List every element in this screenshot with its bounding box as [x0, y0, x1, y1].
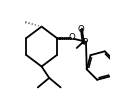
- Text: P: P: [82, 38, 87, 47]
- Text: O: O: [78, 25, 84, 34]
- Text: O: O: [68, 33, 75, 42]
